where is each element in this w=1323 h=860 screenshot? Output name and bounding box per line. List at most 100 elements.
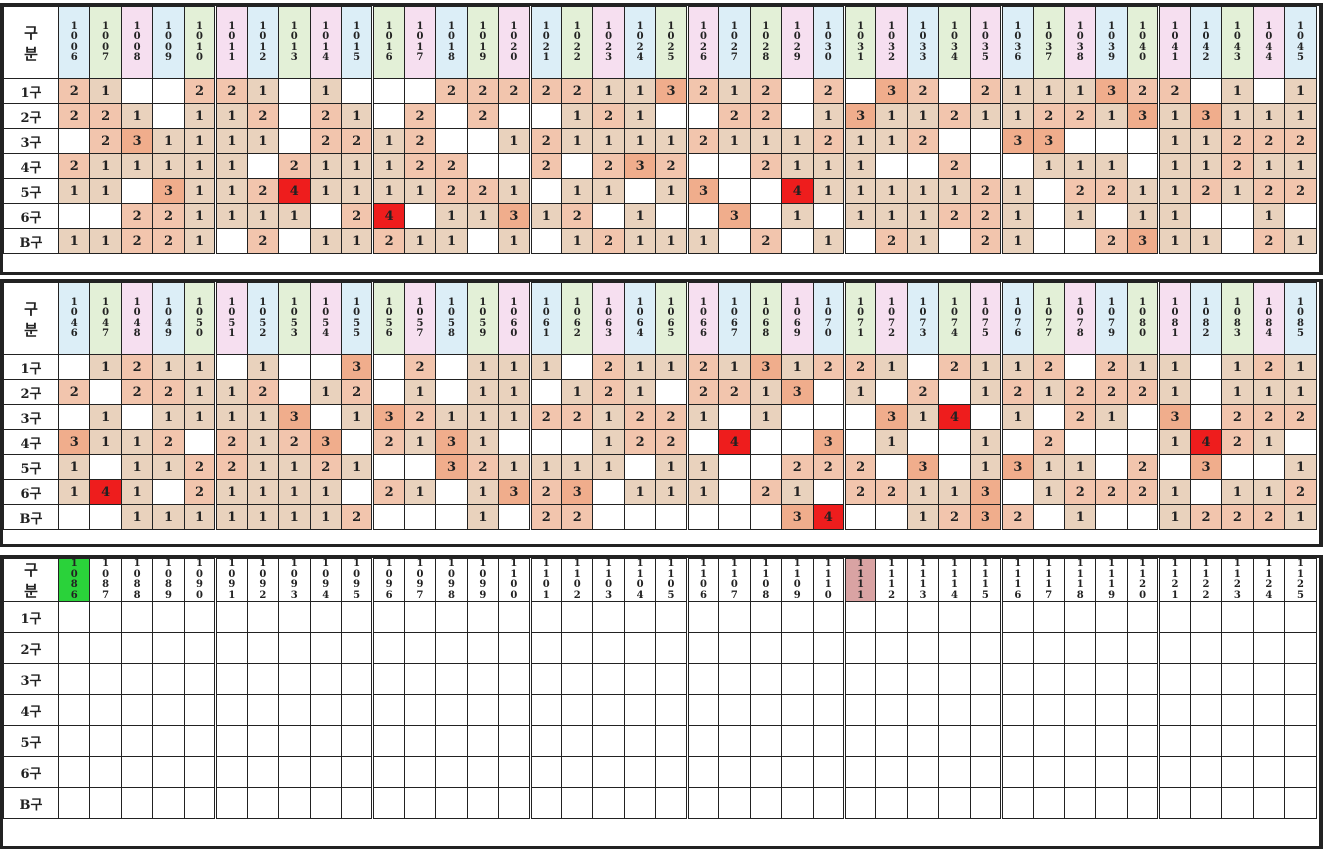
count-cell: 1 <box>1252 103 1286 129</box>
count-cell: 3 <box>749 354 783 380</box>
count-cell <box>781 756 814 788</box>
count-cell <box>1189 601 1223 633</box>
count-cell <box>938 128 971 154</box>
count-cell <box>1189 404 1223 430</box>
count-cell <box>560 153 594 179</box>
header-digit: 1 <box>730 558 738 569</box>
count-cell: 1 <box>278 203 311 229</box>
count-cell <box>1126 429 1161 455</box>
count-cell <box>718 632 751 664</box>
count-cell: 1 <box>686 404 720 430</box>
count-cell <box>403 454 437 480</box>
header-digit: 1 <box>1014 558 1022 569</box>
header-digit: 8 <box>102 579 110 590</box>
count-cell <box>781 78 814 104</box>
count-cell <box>1126 128 1161 154</box>
header-digit: 0 <box>1265 307 1273 318</box>
count-cell: 3 <box>781 379 814 405</box>
count-cell <box>403 725 437 757</box>
header-digit: 1 <box>1297 558 1305 569</box>
count-cell <box>875 725 908 757</box>
header-digit: 3 <box>605 328 613 339</box>
count-cell <box>309 787 342 819</box>
header-digit: 0 <box>1014 31 1022 42</box>
header-digit: 9 <box>165 328 173 339</box>
header-digit: 7 <box>730 328 738 339</box>
count-cell <box>215 601 248 633</box>
count-cell: 3 <box>1001 128 1034 154</box>
header-digit: 0 <box>981 31 989 42</box>
count-cell <box>1221 454 1254 480</box>
count-cell <box>152 601 185 633</box>
header-digit: 1 <box>70 20 78 32</box>
count-cell <box>875 632 908 664</box>
row-label: 6구 <box>3 203 59 229</box>
row-label: 3구 <box>3 663 59 695</box>
count-cell: 2 <box>969 78 1004 104</box>
header-digit: 0 <box>133 41 141 53</box>
header-digit: 1 <box>981 20 989 32</box>
count-cell: 2 <box>1126 78 1161 104</box>
count-cell <box>1001 725 1034 757</box>
header-digit: 1 <box>667 568 675 580</box>
header-digit: 1 <box>542 296 550 308</box>
count-cell: 1 <box>498 128 532 154</box>
count-cell: 1 <box>686 479 720 505</box>
count-cell <box>529 178 563 204</box>
count-cell: 1 <box>1221 379 1254 405</box>
count-cell: 2 <box>1095 354 1128 380</box>
header-digit: 4 <box>636 52 644 63</box>
count-cell: 1 <box>969 103 1004 129</box>
header-digit: 1 <box>981 568 989 580</box>
count-cell: 2 <box>120 228 154 254</box>
count-cell <box>57 632 91 664</box>
header-digit: 1 <box>416 41 424 53</box>
header-digit: 1 <box>165 296 173 308</box>
header-digit: 6 <box>1014 328 1022 339</box>
corner-bottom: 분 <box>24 44 38 63</box>
header-digit: 0 <box>699 307 707 318</box>
count-cell: 2 <box>309 454 342 480</box>
count-cell <box>1126 601 1161 633</box>
header-digit: 0 <box>195 52 203 63</box>
header-digit: 1 <box>1139 20 1147 32</box>
count-cell <box>749 429 783 455</box>
count-cell <box>938 429 971 455</box>
header-digit: 1 <box>762 568 770 580</box>
count-cell: 3 <box>278 404 311 430</box>
header-digit: 1 <box>102 558 110 569</box>
count-cell <box>403 756 437 788</box>
count-cell <box>843 694 877 726</box>
count-cell <box>278 78 311 104</box>
count-cell <box>623 632 657 664</box>
count-cell: 1 <box>498 404 532 430</box>
header-digit: 1 <box>1297 296 1305 308</box>
header-digit: 1 <box>1014 20 1022 32</box>
header-digit: 2 <box>259 589 267 601</box>
header-digit: 6 <box>699 317 707 329</box>
header-digit: 8 <box>133 589 141 601</box>
header-digit: 0 <box>259 568 267 580</box>
count-cell: 1 <box>435 404 468 430</box>
count-cell: 2 <box>812 78 846 104</box>
count-cell <box>1221 632 1254 664</box>
count-cell <box>906 153 940 179</box>
count-cell: 1 <box>1158 153 1191 179</box>
count-cell <box>1189 479 1223 505</box>
count-cell: 2 <box>403 103 437 129</box>
count-cell: 4 <box>278 178 311 204</box>
count-cell: 2 <box>812 354 846 380</box>
count-cell: 3 <box>309 429 342 455</box>
count-cell: 1 <box>1001 203 1034 229</box>
count-cell: 2 <box>938 103 971 129</box>
header-digit: 0 <box>195 328 203 339</box>
